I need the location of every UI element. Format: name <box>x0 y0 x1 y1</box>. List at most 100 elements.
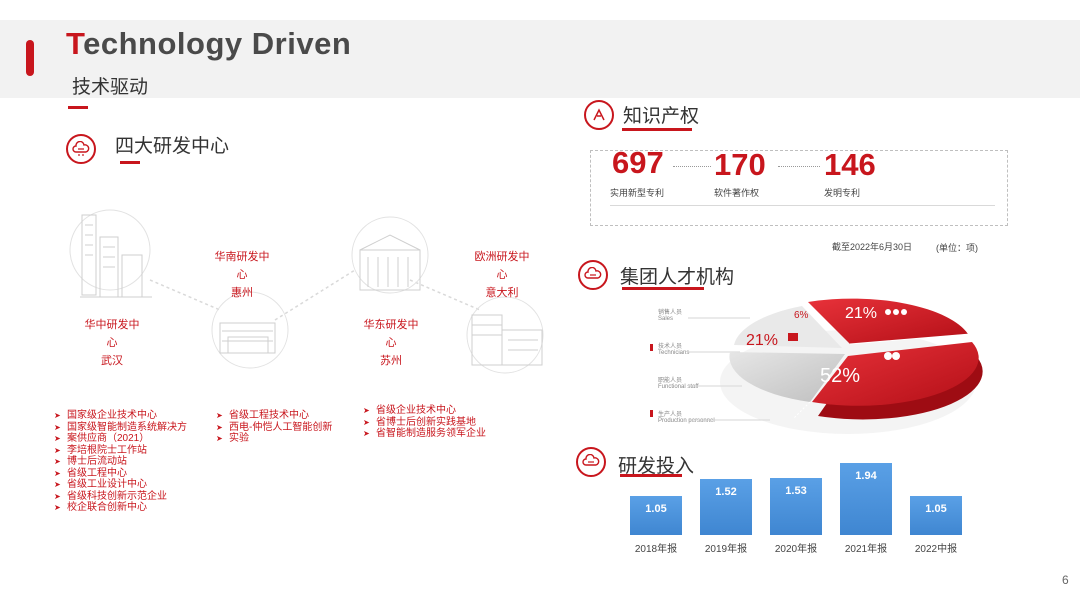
center-italy-sketch <box>466 296 544 374</box>
pie-slice-21-red <box>808 298 968 344</box>
bar-value-label: 1.52 <box>715 485 737 498</box>
ip-baseline <box>610 205 995 206</box>
bullets-huazhong: 国家级企业技术中心 国家级智能制造系统解决方 案供应商（2021） 李培根院士工… <box>54 410 204 514</box>
talent-title-underline <box>622 287 704 290</box>
rd-centers-illustration <box>69 209 544 374</box>
ip-title-underline <box>622 128 692 131</box>
center-huanan: 华南研发中心 惠州 <box>210 248 274 302</box>
title-underline <box>68 106 88 109</box>
page-title: Technology Driven <box>66 26 351 62</box>
ip-section-title: 知识产权 <box>623 106 700 127</box>
ip-label-software: 软件著作权 <box>714 188 760 198</box>
legend-label-cn: 生产人员 <box>658 412 683 418</box>
list-item: 校企联合创新中心 <box>54 502 204 514</box>
rdinvest-title-underline <box>620 474 682 477</box>
list-item: 李培根院士工作站 <box>54 445 204 457</box>
legend-sales: 销售人员 Sales <box>658 307 682 322</box>
bar-value-label: 1.94 <box>855 470 877 482</box>
legend-functional: 职能人员 Functional staff <box>658 375 699 390</box>
ip-separator <box>673 166 711 167</box>
bar-value-label: 1.05 <box>925 503 947 516</box>
bar-4 <box>910 496 962 535</box>
bar-3 <box>840 463 892 535</box>
page-number: 6 <box>1062 573 1069 587</box>
people-icon <box>885 309 907 315</box>
pie-label-52: 52% <box>820 365 860 387</box>
center-huazhong: 华中研发中心 武汉 <box>80 316 144 370</box>
bar-category-label: 2018年报 <box>634 544 678 555</box>
list-item: 西电-仲恺人工智能创新 <box>216 422 351 434</box>
bar-category-label: 2019年报 <box>704 544 748 555</box>
legend-label-en: Production personnel <box>658 418 715 424</box>
center-wuhan-sketch <box>69 209 152 298</box>
talent-pie-chart: 52% 21% 21% 6% <box>720 298 983 434</box>
page-subtitle: 技术驱动 <box>72 77 149 98</box>
bar-category-label: 2020年报 <box>774 544 818 555</box>
pie-label-6: 6% <box>794 310 809 321</box>
pie-slice-21-grey <box>729 352 845 402</box>
list-item: 国家级智能制造系统解决方 <box>54 422 204 434</box>
title-first-letter: T <box>66 26 84 61</box>
list-item: 案供应商（2021） <box>54 433 204 445</box>
pie-slice-6 <box>734 306 842 348</box>
center-europe-city: 意大利 <box>485 287 519 299</box>
list-item: 省博士后创新实践基地 <box>363 417 503 429</box>
pie-label-21-red: 21% <box>845 305 877 322</box>
bar-value-label: 1.05 <box>645 503 667 516</box>
list-item: 博士后流动站 <box>54 456 204 468</box>
rd-title-underline <box>120 161 140 164</box>
pie-slice-52 <box>812 342 979 406</box>
title-rest: echnology Driven <box>83 26 352 61</box>
rd-section-title: 四大研发中心 <box>115 136 230 157</box>
cloud-chip-icon <box>578 260 608 290</box>
legend-label-cn: 职能人员 <box>658 378 683 384</box>
legend-label-cn: 技术人员 <box>658 344 683 350</box>
talent-section-title: 集团人才机构 <box>620 267 735 288</box>
ip-separator <box>778 166 820 167</box>
list-item: 省智能制造服务领军企业 <box>363 428 503 440</box>
bar-value-label: 1.53 <box>785 485 807 498</box>
list-item: 省级科技创新示范企业 <box>54 491 204 503</box>
header-band <box>0 20 1080 98</box>
center-huizhou-sketch <box>211 291 289 369</box>
center-suzhou-sketch <box>351 216 429 294</box>
bar-2 <box>770 478 822 535</box>
bar-category-label: 2021年报 <box>844 544 888 555</box>
legend-production: 生产人员 Production personnel <box>658 409 715 424</box>
bullets-huanan: 省级工程技术中心 西电-仲恺人工智能创新 实验 <box>216 410 351 445</box>
ip-note-unit: (单位：项) <box>936 243 978 253</box>
legend-label-en: Sales <box>658 316 674 322</box>
list-item: 省级工业设计中心 <box>54 479 204 491</box>
header-accent-bar <box>26 40 34 76</box>
patent-icon <box>584 100 614 130</box>
legend-label-en: Technicians <box>658 350 690 356</box>
center-huadong-name: 华东研发中心 <box>363 319 419 349</box>
center-huadong-city: 苏州 <box>380 355 402 367</box>
ip-note-date: 截至2022年6月30日 <box>832 242 913 252</box>
center-europe: 欧洲研发中心 意大利 <box>470 248 534 302</box>
bar-category-label: 2022中报 <box>914 544 958 555</box>
ip-value-software: 170 <box>714 147 766 182</box>
ip-stats-box <box>590 150 1008 226</box>
legend-label-cn: 销售人员 <box>658 310 683 316</box>
ip-label-invention: 发明专利 <box>824 188 861 198</box>
list-item: 国家级企业技术中心 <box>54 410 204 422</box>
legend-connectors <box>688 317 770 421</box>
center-huanan-city: 惠州 <box>231 287 253 299</box>
pie-label-21-grey: 21% <box>746 332 778 349</box>
center-huanan-name: 华南研发中心 <box>214 251 270 281</box>
legend-marker-highlight <box>650 410 653 417</box>
cloud-chip-icon <box>66 134 96 164</box>
ip-value-utility: 697 <box>612 145 664 180</box>
ip-label-utility: 实用新型专利 <box>610 188 665 198</box>
legend-technicians: 技术人员 Technicians <box>658 341 689 356</box>
bullets-huadong: 省级企业技术中心 省博士后创新实践基地 省智能制造服务领军企业 <box>363 405 503 440</box>
list-item: 实验 <box>216 433 351 445</box>
rdinvest-section-title: 研发投入 <box>618 456 695 477</box>
rdinvest-bar-chart: 1.05 2018年报 1.52 2019年报 1.53 2020年报 1.94 2021年报… <box>620 455 980 575</box>
bar-0 <box>630 496 682 535</box>
list-item: 省级企业技术中心 <box>363 405 503 417</box>
brain-icon <box>884 352 900 360</box>
center-huazhong-name: 华中研发中心 <box>84 319 140 349</box>
list-item: 省级工程中心 <box>54 468 204 480</box>
